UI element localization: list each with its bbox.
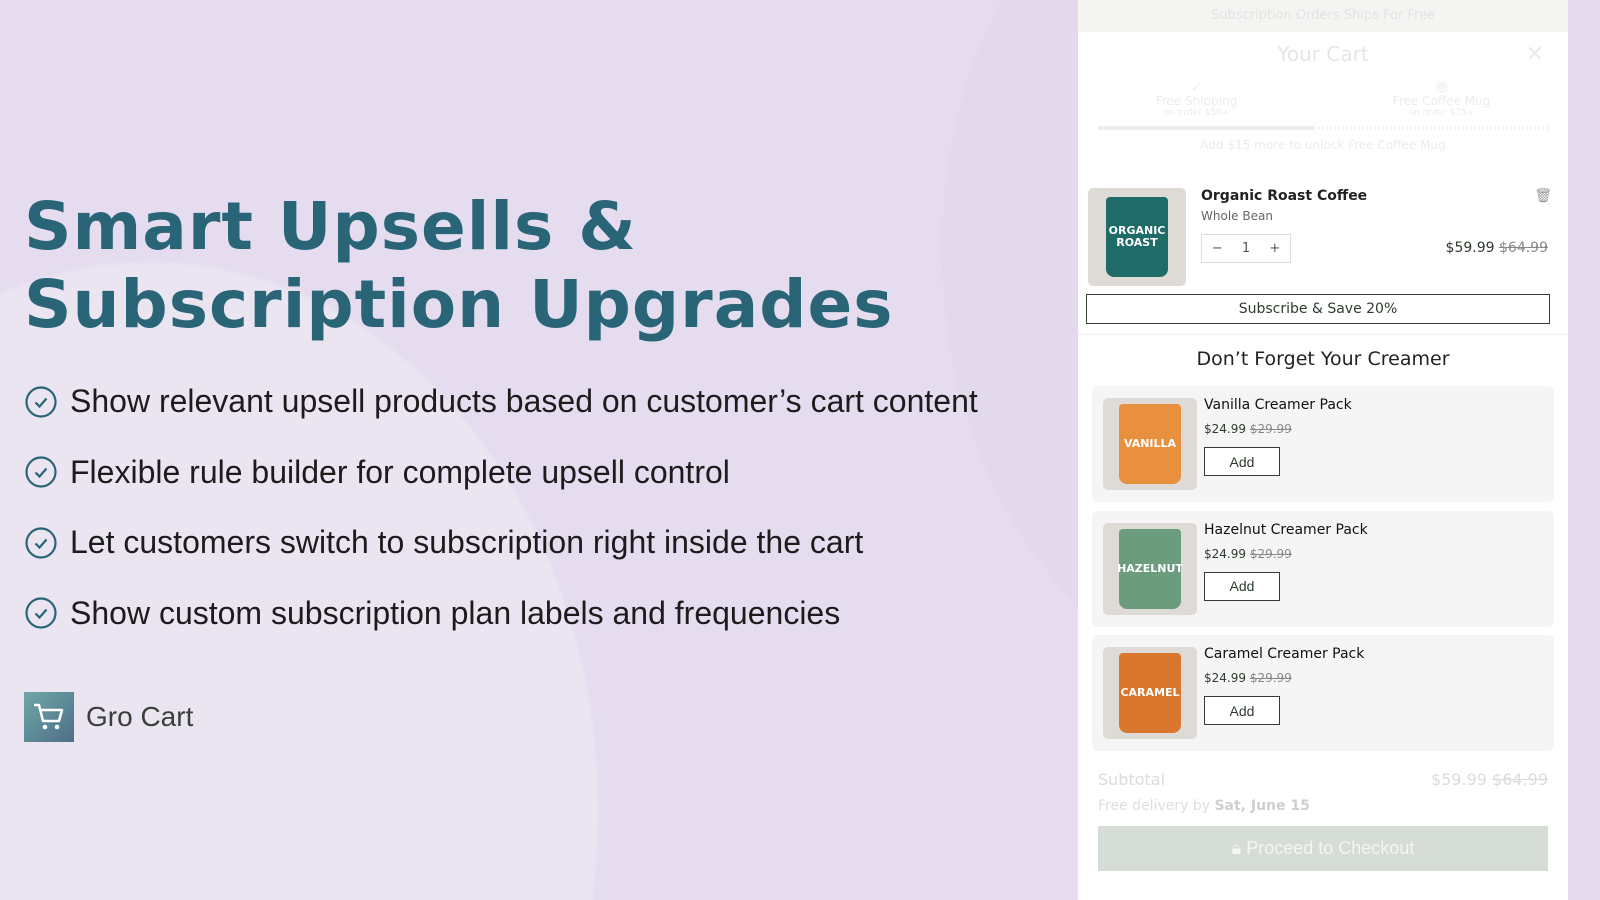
upsell-heading: Don’t Forget Your Creamer [1196, 348, 1450, 370]
close-icon[interactable]: ✕ [1525, 42, 1544, 67]
cart-title: Your Cart [1277, 42, 1369, 66]
price: $24.99 [1204, 671, 1246, 685]
quantity-value[interactable]: 1 [1241, 241, 1251, 256]
subtotal-row: Subtotal $59.99 $64.99 [1098, 770, 1548, 789]
compare-price: $64.99 [1499, 240, 1548, 256]
subscribe-button[interactable]: Subscribe & Save 20% [1086, 294, 1550, 324]
bag-label: VANILLA [1119, 404, 1181, 484]
upsell-card: VANILLA Vanilla Creamer Pack $24.99 $29.99… [1092, 386, 1554, 502]
subtotal-compare: $64.99 [1492, 770, 1548, 789]
compare-price: $29.99 [1249, 671, 1292, 685]
background [0, 0, 1078, 900]
upsell-price: $24.99 $29.99 [1204, 422, 1292, 436]
minus-icon[interactable]: − [1211, 241, 1223, 256]
milestone-sub: on order $50+ [1163, 108, 1230, 118]
check-icon: ✓ [1191, 80, 1202, 94]
milestones: ✓ Free Shipping on order $50+ 🎁︎ Free Coffe… [1078, 80, 1568, 118]
product-image: VANILLA [1103, 398, 1197, 490]
price: $59.99 [1445, 240, 1495, 256]
feature-text: Flexible rule builder for complete upsel… [70, 453, 730, 490]
progress-hint: Add $15 more to unlock Free Coffee Mug [1200, 138, 1446, 152]
feature-text: Let customers switch to subscription rig… [70, 524, 864, 560]
feature-text: Show relevant upsell products based on c… [70, 383, 978, 419]
bag-label: ORGANIC ROAST [1106, 197, 1168, 277]
add-upsell-button[interactable]: Add [1204, 696, 1280, 725]
product-image: CARAMEL [1103, 647, 1197, 739]
subtotal-label: Subtotal [1098, 770, 1166, 789]
item-price: $59.99 $64.99 [1446, 240, 1548, 256]
title-line: Subscription Upgrades [24, 266, 894, 343]
upsell-card: HAZELNUT Hazelnut Creamer Pack $24.99 $29.… [1092, 510, 1554, 627]
compare-price: $29.99 [1249, 422, 1292, 436]
item-name: Organic Roast Coffee [1201, 188, 1368, 204]
plus-icon[interactable]: + [1269, 241, 1281, 256]
check-circle-icon [25, 526, 57, 559]
milestone: 🎁︎ Free Coffee Mug on order $75+ [1393, 80, 1490, 118]
upsell-name: Caramel Creamer Pack [1204, 646, 1365, 662]
product-image: HAZELNUT [1103, 522, 1197, 615]
milestone-label: Free Shipping [1155, 94, 1238, 108]
milestone: ✓ Free Shipping on order $50+ [1156, 80, 1238, 118]
upsell-price: $24.99 $29.99 [1204, 547, 1292, 561]
subtotal: $59.99 [1430, 770, 1487, 789]
gift-icon: 🎁︎ [1433, 80, 1450, 94]
delivery-prefix: Free delivery by [1098, 798, 1210, 814]
feature-text: Show custom subscription plan labels and… [70, 594, 841, 631]
delivery-date: Sat, June 15 [1214, 798, 1310, 814]
upsell-price: $24.99 $29.99 [1204, 671, 1292, 685]
add-upsell-button[interactable]: Add [1204, 571, 1280, 601]
price: $24.99 [1204, 546, 1246, 561]
price: $24.99 [1204, 422, 1246, 436]
feature-item: Flexible rule builder for complete upsel… [24, 454, 730, 491]
hero-title: Smart Upsells & Subscription Upgrades [24, 188, 894, 344]
delivery-info: Free delivery by Sat, June 15 [1098, 798, 1310, 814]
milestone-sub: on order $75+ [1408, 108, 1475, 118]
feature-item: Show custom subscription plan labels and… [24, 595, 840, 632]
add-upsell-button[interactable]: Add [1204, 447, 1280, 476]
check-circle-icon [25, 597, 57, 629]
brand: Gro Cart [24, 692, 193, 742]
checkout-label: Proceed to Checkout [1246, 838, 1415, 858]
cart-logo-icon [24, 692, 74, 742]
progress-bar [1098, 126, 1548, 130]
compare-price: $29.99 [1249, 546, 1292, 561]
product-image: ORGANIC ROAST [1088, 188, 1186, 286]
brand-name: Gro Cart [86, 701, 194, 732]
feature-item: Let customers switch to subscription rig… [24, 524, 863, 561]
item-variant: Whole Bean [1201, 209, 1273, 223]
progress-fill [1098, 126, 1314, 130]
check-circle-icon [25, 456, 57, 488]
quantity-stepper: − 1 + [1201, 234, 1291, 263]
milestone-label: Free Coffee Mug [1392, 94, 1491, 108]
title-line: Smart Upsells & [24, 188, 637, 265]
trash-icon[interactable]: 🗑︎ [1534, 188, 1552, 204]
cart-drawer: Subscription Orders Ships For Free Your … [1078, 0, 1568, 900]
upsell-name: Hazelnut Creamer Pack [1204, 521, 1368, 538]
announcement-bar: Subscription Orders Ships For Free [1078, 0, 1568, 32]
checkout-button[interactable]: 🔒︎ Proceed to Checkout [1098, 826, 1548, 871]
check-circle-icon [25, 385, 57, 418]
bag-label: HAZELNUT [1117, 528, 1183, 609]
bag-label: CARAMEL [1119, 653, 1181, 733]
upsell-name: Vanilla Creamer Pack [1204, 397, 1352, 413]
upsell-card: CARAMEL Caramel Creamer Pack $24.99 $29.99… [1092, 635, 1554, 751]
feature-item: Show relevant upsell products based on c… [24, 383, 978, 420]
lock-icon: 🔒︎ [1231, 838, 1242, 858]
cart-item: ORGANIC ROAST Organic Roast Coffee Whole… [1088, 188, 1558, 286]
